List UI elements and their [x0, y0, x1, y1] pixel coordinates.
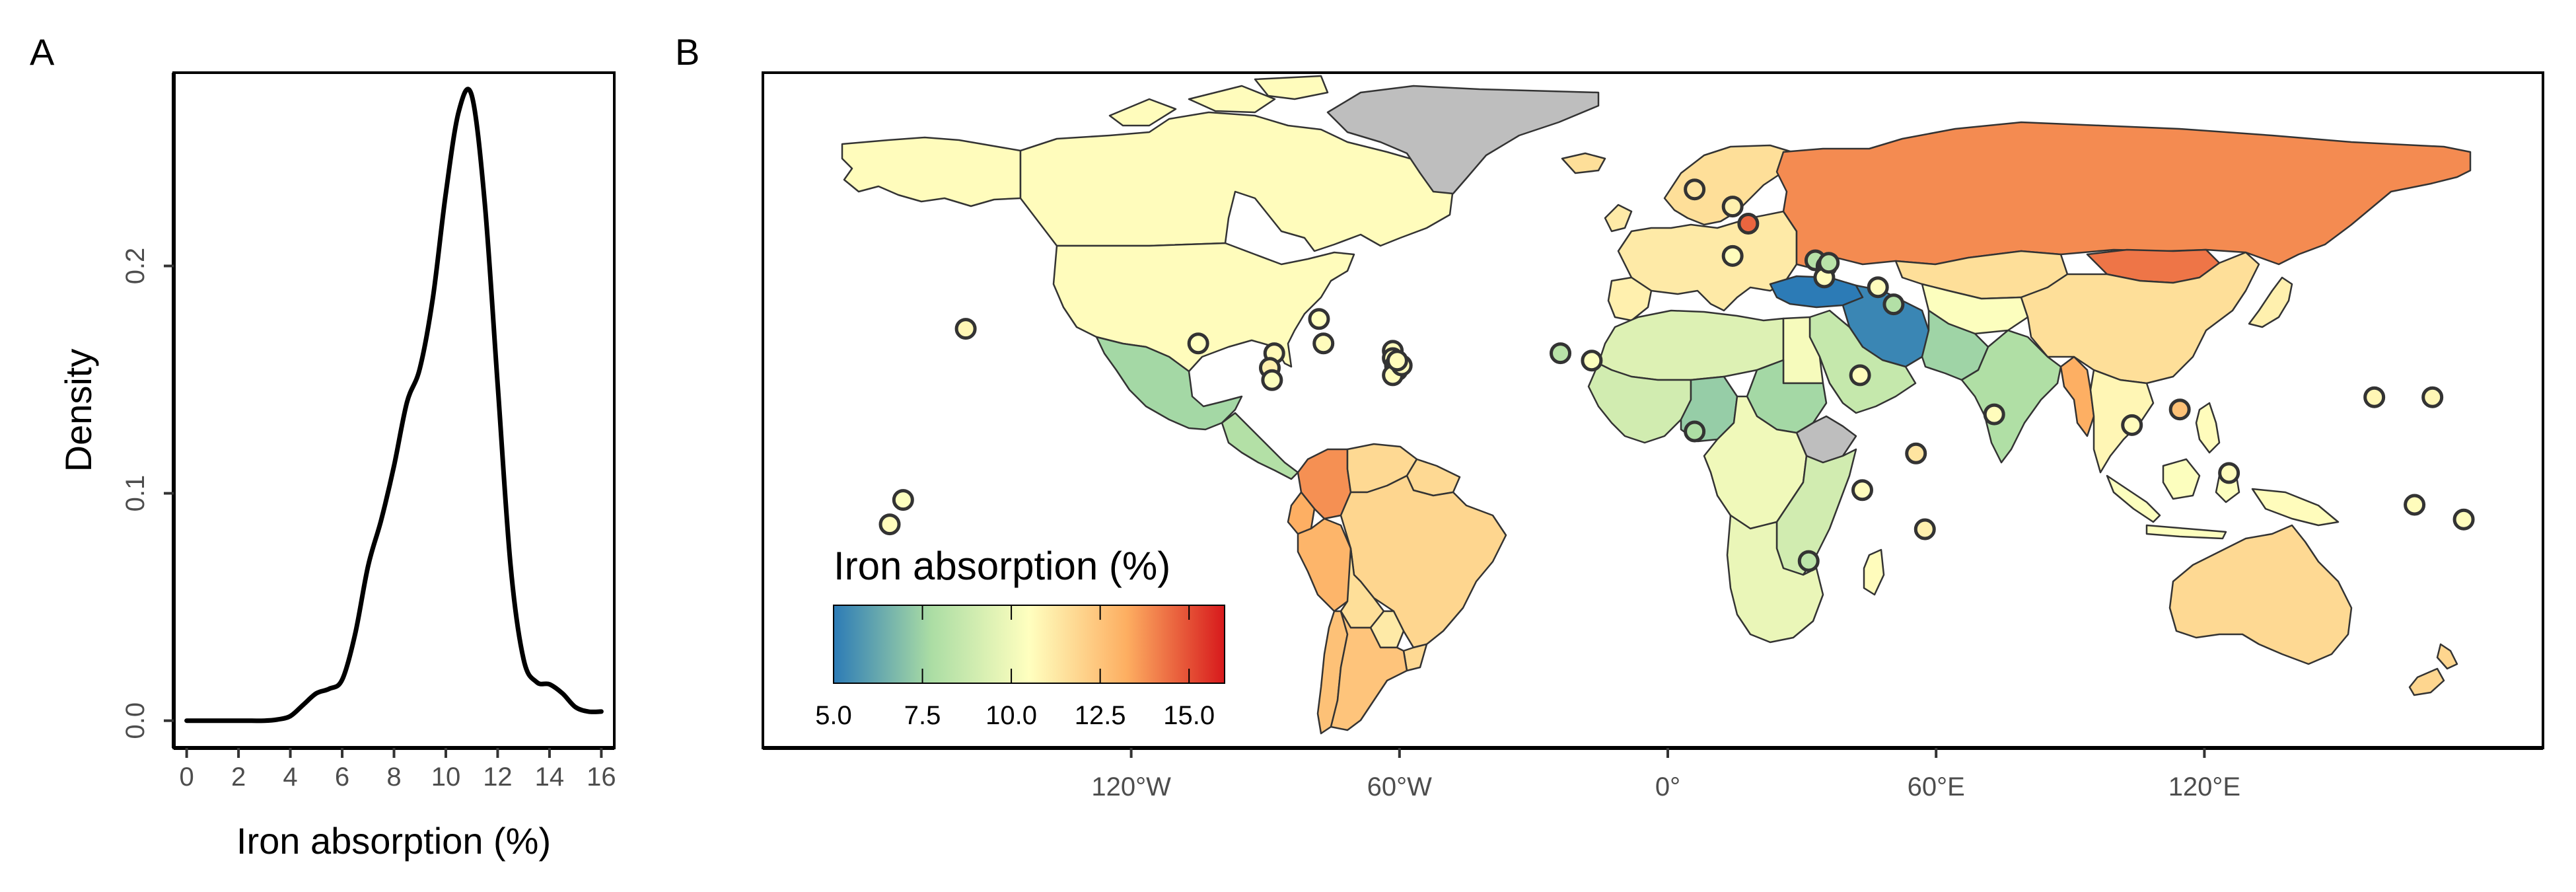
site-marker: [2452, 508, 2475, 531]
region-mexico: [1095, 336, 1243, 431]
density-y-tick-label: 0.1: [121, 475, 150, 512]
legend-title: Iron absorption (%): [834, 544, 1170, 588]
site-marker: [1581, 350, 1603, 372]
density-x-ticks: 0 2 4 6 8 10 12 14 16: [179, 748, 616, 792]
region-japan: [2248, 276, 2293, 328]
site-marker: [954, 318, 977, 340]
site-marker: [1187, 332, 1209, 355]
region-scandinavia: [1663, 144, 1798, 226]
density-y-axis-title: Density: [57, 349, 99, 472]
density-y-ticks: 0.0 0.1 0.2: [121, 248, 174, 739]
site-markers: [878, 178, 2475, 572]
site-marker: [1684, 420, 1706, 443]
density-x-tick-label: 2: [231, 762, 246, 792]
site-marker: [1818, 252, 1840, 274]
density-x-tick-label: 8: [386, 762, 401, 792]
site-marker: [1914, 518, 1936, 540]
region-west-africa: [1587, 362, 1692, 444]
region-madagascar: [1863, 548, 1885, 596]
panel-label-a: A: [30, 31, 55, 73]
map-x-tick-label: 120°W: [1091, 772, 1171, 801]
site-marker: [1684, 178, 1706, 201]
site-marker: [1308, 308, 1330, 330]
site-marker: [2121, 414, 2143, 436]
site-marker: [1737, 213, 1760, 235]
site-marker: [1905, 442, 1927, 465]
map-panel: B: [675, 31, 2544, 801]
region-greenland: [1326, 85, 1600, 195]
region-china: [2020, 251, 2260, 385]
site-marker: [1983, 403, 2005, 426]
world-map: [841, 75, 2475, 735]
density-x-tick-label: 10: [431, 762, 461, 792]
site-marker: [878, 513, 901, 536]
density-x-axis-title: Iron absorption (%): [236, 820, 551, 862]
density-x-tick-label: 16: [587, 762, 616, 792]
legend-colorbar: [833, 605, 1225, 684]
density-panel: A 0 2 4 6 8 10 12 14 16 0.0 0.1 0.2 Iron absorptio…: [30, 31, 616, 862]
map-x-ticks: 120°W 60°W 0° 60°E 120°E: [1091, 748, 2240, 801]
map-x-tick-label: 60°W: [1367, 772, 1432, 801]
site-marker: [2168, 398, 2191, 421]
density-y-tick-label: 0.0: [121, 702, 150, 739]
density-x-tick-label: 6: [335, 762, 349, 792]
site-marker: [1797, 550, 1820, 572]
site-marker: [1312, 332, 1335, 355]
legend-tick-label: 15.0: [1163, 701, 1215, 730]
density-y-tick-label: 0.2: [121, 248, 150, 285]
map-x-tick-label: 60°E: [1908, 772, 1965, 801]
site-marker: [1882, 293, 1905, 316]
region-new-guinea: [2251, 488, 2340, 527]
legend-tick-label: 7.5: [904, 701, 941, 730]
site-marker: [1867, 276, 1889, 299]
site-marker: [1721, 196, 1744, 218]
region-iberia: [1607, 276, 1653, 322]
site-marker: [1386, 350, 1408, 372]
density-x-tick-label: 14: [535, 762, 565, 792]
site-marker: [2363, 386, 2386, 408]
region-indonesia: [2106, 458, 2240, 540]
panel-label-b: B: [675, 31, 699, 73]
site-marker: [1721, 244, 1744, 267]
density-x-tick-label: 4: [283, 762, 297, 792]
site-marker: [1849, 364, 1871, 387]
map-x-tick-label: 0°: [1655, 772, 1680, 801]
region-argentina: [1330, 610, 1408, 731]
region-arabia: [1808, 309, 1917, 414]
region-canada: [1019, 75, 1454, 252]
region-myanmar: [2059, 355, 2095, 437]
site-marker: [892, 489, 914, 511]
region-alaska: [841, 136, 1022, 207]
density-curve: [184, 87, 604, 724]
region-philippines: [2195, 402, 2221, 454]
region-southern-africa: [1726, 514, 1824, 644]
legend-tick-label: 12.5: [1075, 701, 1126, 730]
site-marker: [1550, 342, 1572, 365]
region-australia: [2168, 524, 2353, 665]
site-marker: [1851, 479, 1873, 502]
site-marker: [2218, 462, 2240, 484]
map-x-tick-label: 120°E: [2168, 772, 2240, 801]
region-iceland: [1561, 152, 1606, 174]
legend-tick-label: 10.0: [985, 701, 1037, 730]
color-legend: Iron absorption (%) 5.0 7.5 10.0 12.5 15.0: [815, 544, 1225, 730]
legend-ticks: 5.0 7.5 10.0 12.5 15.0: [815, 605, 1215, 730]
density-x-tick-label: 12: [483, 762, 513, 792]
region-india: [1960, 329, 2062, 464]
legend-tick-label: 5.0: [815, 701, 852, 730]
site-marker: [2404, 494, 2426, 516]
site-marker: [1261, 369, 1283, 391]
region-new-zealand: [2408, 643, 2458, 696]
site-marker: [2421, 386, 2444, 408]
density-x-tick-label: 0: [179, 762, 194, 792]
